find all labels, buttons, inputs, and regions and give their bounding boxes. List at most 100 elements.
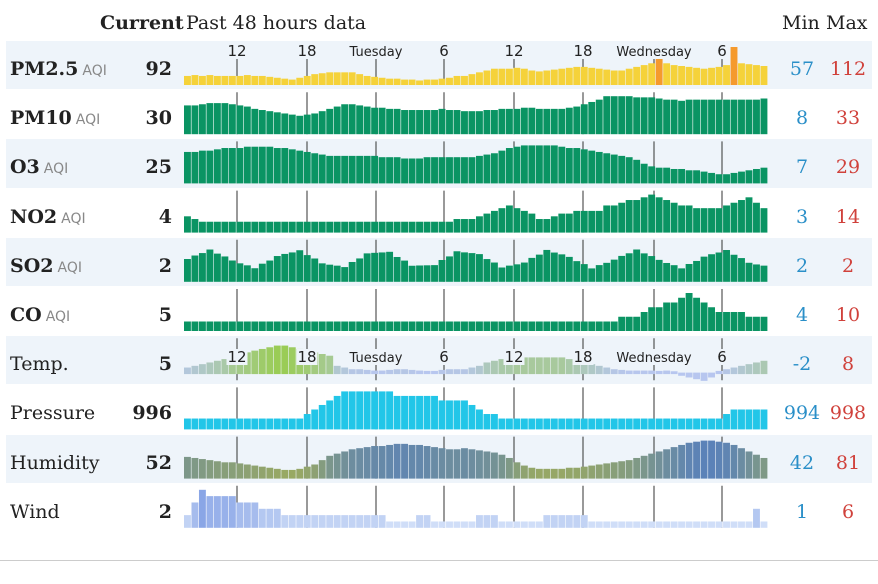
bar-pressure xyxy=(753,409,760,430)
bar-no2 xyxy=(371,221,379,233)
bar-wind xyxy=(318,515,326,528)
bar-wind xyxy=(723,521,730,528)
bar-pressure xyxy=(333,395,341,430)
bar-pressure xyxy=(303,414,311,430)
bar-humidity xyxy=(715,441,723,479)
max-value: 2 xyxy=(841,254,855,277)
bar-pm10 xyxy=(520,107,528,135)
tick-label-bg xyxy=(349,43,403,59)
min-value: 1 xyxy=(795,500,809,523)
bar-temp xyxy=(363,369,371,375)
bar-pm10 xyxy=(648,97,656,135)
bar-pm10 xyxy=(640,97,648,135)
bar-temp xyxy=(520,357,528,375)
tick-label: Wednesday xyxy=(616,351,692,366)
bar-no2 xyxy=(401,221,409,233)
bar-temp xyxy=(221,359,229,375)
bar-o3 xyxy=(603,153,611,184)
bar-so2 xyxy=(401,260,409,282)
row-label-text: PM10 xyxy=(10,107,72,130)
bar-humidity xyxy=(386,444,394,479)
bar-wind xyxy=(483,515,491,528)
bar-o3 xyxy=(760,167,768,184)
bar-temp xyxy=(416,370,423,375)
tick-label-bg xyxy=(619,349,689,365)
bar-o3 xyxy=(416,158,423,184)
bar-temp xyxy=(715,370,723,375)
bar-so2 xyxy=(573,261,581,282)
bar-pm10 xyxy=(476,111,483,135)
bar-so2 xyxy=(730,254,738,282)
current-value: 5 xyxy=(158,353,172,376)
bar-temp xyxy=(431,370,438,375)
bar-pressure xyxy=(558,418,566,430)
bar-humidity xyxy=(228,462,236,479)
bar-temp xyxy=(595,365,603,375)
bar-o3 xyxy=(423,157,431,184)
bar-pm25 xyxy=(640,65,648,85)
tick-label: 12 xyxy=(504,42,523,60)
bar-humidity xyxy=(431,447,438,479)
bar-temp xyxy=(565,359,573,375)
bar-so2 xyxy=(648,256,656,282)
bar-pressure xyxy=(685,418,693,430)
bar-o3 xyxy=(266,146,274,184)
bar-pressure xyxy=(288,418,296,430)
bar-humidity xyxy=(483,451,491,479)
bar-so2 xyxy=(288,252,296,282)
bar-no2 xyxy=(184,216,191,233)
bar-pm25 xyxy=(378,77,386,85)
bar-no2 xyxy=(685,205,693,233)
bar-pm10 xyxy=(206,103,214,135)
max-value: 10 xyxy=(835,304,861,326)
bar-co xyxy=(535,321,543,331)
bar-co xyxy=(505,321,513,331)
bar-o3 xyxy=(378,157,386,184)
bar-pressure xyxy=(296,418,304,430)
bar-humidity xyxy=(408,444,416,479)
row-label: O3 AQI xyxy=(10,156,68,178)
bar-pm10 xyxy=(438,108,446,135)
row-co: CO AQI 5 4 10 xyxy=(6,287,872,335)
bar-so2 xyxy=(326,264,334,282)
bar-pm25 xyxy=(588,67,596,85)
bar-pm10 xyxy=(348,104,356,135)
bar-o3 xyxy=(625,157,633,184)
bar-o3 xyxy=(708,172,715,184)
bar-pressure xyxy=(258,418,266,430)
bar-co xyxy=(603,321,611,331)
bar-pm25 xyxy=(483,70,491,85)
bar-so2 xyxy=(670,265,678,282)
bar-pressure xyxy=(603,418,611,430)
bar-pm10 xyxy=(558,108,566,135)
bar-so2 xyxy=(363,253,371,282)
bar-o3 xyxy=(206,150,214,184)
bar-humidity xyxy=(535,468,543,479)
bar-co xyxy=(678,297,686,331)
bar-so2 xyxy=(468,253,476,282)
bar-no2 xyxy=(610,205,618,233)
bar-so2 xyxy=(543,249,551,282)
bar-pm10 xyxy=(633,97,641,135)
bar-pm10 xyxy=(333,106,341,135)
bar-co xyxy=(693,297,701,331)
bar-pm25 xyxy=(243,75,251,85)
bar-temp xyxy=(191,365,199,375)
bar-pressure xyxy=(386,391,394,430)
min-value: 42 xyxy=(789,451,815,474)
bar-no2 xyxy=(625,200,633,233)
bar-pm25 xyxy=(251,75,259,85)
bar-so2 xyxy=(423,265,431,282)
bar-pm10 xyxy=(708,99,715,135)
row-label-text: Temp. xyxy=(10,353,69,376)
bar-temp xyxy=(603,367,611,375)
bar-co xyxy=(258,321,266,331)
bar-pm25 xyxy=(296,77,304,85)
bar-no2 xyxy=(633,200,641,233)
bar-co xyxy=(281,321,289,331)
bar-o3 xyxy=(505,148,513,184)
bar-pressure xyxy=(311,409,319,430)
bar-humidity xyxy=(490,452,498,479)
tick-label: Wednesday xyxy=(616,45,692,60)
bar-humidity xyxy=(401,443,409,479)
